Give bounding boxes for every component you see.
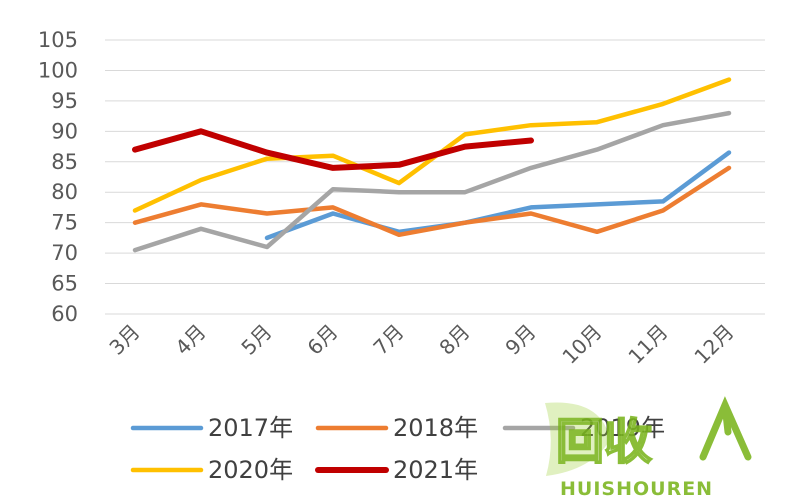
y-tick-label: 105 <box>38 28 78 52</box>
legend-label: 2020年 <box>208 456 293 484</box>
watermark-person-icon <box>699 396 752 461</box>
watermark-brand-text: HUISHOUREN <box>560 478 713 500</box>
x-tick-label: 7月 <box>368 320 408 360</box>
legend: 2017年 2018年 2019年 2020年 2021年 <box>130 414 665 484</box>
watermark-logo: 回收 HUISHOUREN <box>545 396 752 500</box>
y-tick-label: 100 <box>38 58 78 82</box>
legend-label: 2018年 <box>393 414 478 442</box>
legend-label: 2021年 <box>393 456 478 484</box>
x-tick-label: 4月 <box>170 320 210 360</box>
y-tick-label: 70 <box>51 241 78 265</box>
watermark-logo-text: 回收 <box>556 414 652 470</box>
series-line <box>132 165 732 238</box>
y-tick-label: 65 <box>51 272 78 296</box>
legend-label: 2017年 <box>208 414 293 442</box>
series-line <box>264 150 732 241</box>
y-tick-label: 85 <box>51 150 78 174</box>
series-lines <box>132 77 732 253</box>
y-axis-ticks: 60 65 70 75 80 85 90 95 100 105 <box>38 28 78 326</box>
x-tick-label: 5月 <box>236 320 276 360</box>
y-tick-label: 75 <box>51 211 78 235</box>
y-tick-label: 80 <box>51 180 78 204</box>
watermark-leaf-icon <box>545 402 610 476</box>
x-tick-label: 12月 <box>689 320 738 369</box>
x-axis-ticks: 3月 4月 5月 6月 7月 8月 9月 10月 11月 12月 <box>104 320 738 369</box>
series-line <box>132 110 732 253</box>
y-tick-label: 95 <box>51 89 78 113</box>
y-tick-label: 90 <box>51 119 78 143</box>
x-tick-label: 6月 <box>302 320 342 360</box>
x-tick-label: 10月 <box>557 320 606 369</box>
x-tick-label: 9月 <box>500 320 540 360</box>
x-tick-label: 11月 <box>623 320 672 369</box>
y-tick-label: 60 <box>51 302 78 326</box>
x-tick-label: 8月 <box>434 320 474 360</box>
x-tick-label: 3月 <box>104 320 144 360</box>
series-line <box>132 128 534 171</box>
legend-label: 2019年 <box>580 414 665 442</box>
